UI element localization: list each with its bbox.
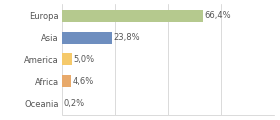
Text: 0,2%: 0,2% bbox=[63, 99, 84, 108]
Bar bbox=[62, 53, 72, 65]
Bar bbox=[62, 31, 112, 44]
Bar bbox=[62, 75, 71, 87]
Bar bbox=[62, 10, 203, 22]
Text: 23,8%: 23,8% bbox=[113, 33, 140, 42]
Text: 4,6%: 4,6% bbox=[73, 77, 94, 86]
Text: 5,0%: 5,0% bbox=[73, 55, 94, 64]
Text: 66,4%: 66,4% bbox=[204, 11, 231, 20]
